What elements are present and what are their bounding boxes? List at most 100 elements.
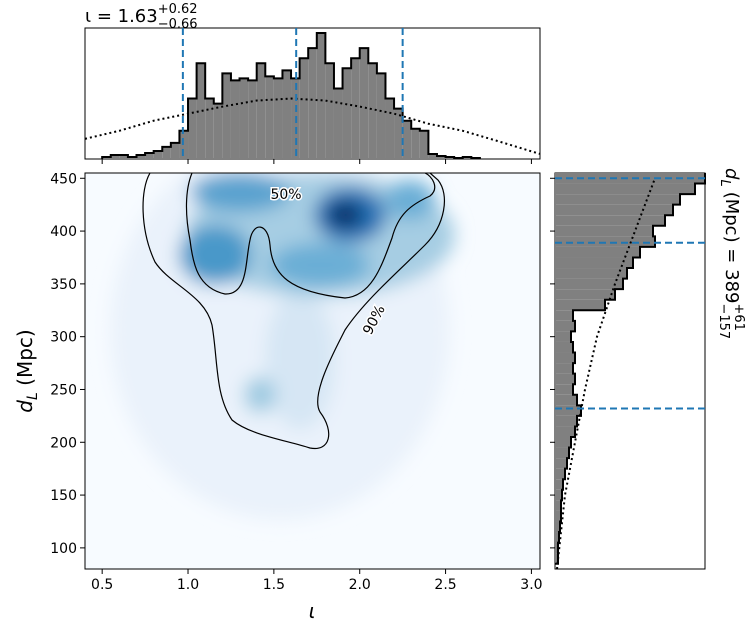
- hist-bar: [351, 58, 360, 159]
- title-main: (Mpc) = 389: [721, 192, 742, 304]
- hist-bar: [333, 88, 343, 159]
- hist-bar: [394, 108, 403, 159]
- hist-bar: [555, 394, 577, 406]
- hist-bar: [273, 78, 283, 159]
- y-tick-label: 400: [50, 224, 77, 240]
- hist-bar: [368, 63, 377, 160]
- hist-bar: [299, 58, 309, 159]
- hist-bar: [428, 153, 437, 159]
- x-tick-label: 1.0: [177, 577, 199, 593]
- title-sub: L: [717, 179, 732, 186]
- hist-bar: [555, 542, 558, 554]
- hist-bar: [170, 142, 180, 159]
- hist-bar: [136, 154, 146, 159]
- hist-bar: [230, 80, 240, 159]
- hist-bar: [196, 63, 206, 160]
- hist-bar: [555, 553, 558, 564]
- hist-bar: [436, 155, 446, 159]
- hist-bar: [555, 384, 573, 395]
- hist-bar: [555, 278, 623, 290]
- hist-bar: [555, 468, 565, 480]
- density-map: [85, 173, 540, 569]
- hist-bar: [325, 63, 334, 160]
- title-lower: −0.66: [158, 17, 198, 32]
- hist-bar: [555, 257, 633, 269]
- y-tick-label: 350: [50, 277, 77, 293]
- y-tick-label: 250: [50, 382, 77, 398]
- hist-bar: [213, 103, 223, 159]
- hist-bar: [555, 447, 569, 459]
- hist-bar: [555, 479, 563, 490]
- hist-bar: [248, 80, 257, 159]
- hist-bar: [402, 120, 412, 159]
- hist-bar: [555, 173, 705, 184]
- title-upper: +0.62: [158, 2, 198, 17]
- hist-bar: [359, 48, 369, 159]
- hist-bar: [555, 500, 561, 511]
- hist-bar: [555, 510, 561, 522]
- hist-bar: [445, 156, 455, 159]
- y-axis-label: dL (Mpc): [13, 329, 41, 412]
- hist-bar: [555, 289, 615, 300]
- hist-bar: [555, 310, 573, 321]
- y-tick-label: 100: [50, 541, 77, 557]
- hist-bar: [419, 130, 429, 159]
- hist-bar: [222, 73, 231, 159]
- hist-bar: [555, 268, 627, 279]
- hist-bar: [127, 156, 137, 159]
- hist-bar: [555, 215, 665, 226]
- contour-50: [185, 173, 436, 299]
- hist-bar: [555, 363, 573, 374]
- y-label-unit: (Mpc): [13, 329, 37, 392]
- hist-bar: [239, 78, 249, 159]
- top-title: ι = 1.63+0.62 −0.66: [85, 2, 198, 32]
- hist-bar: [555, 246, 640, 258]
- hist-bar: [555, 183, 695, 195]
- hist-bar: [555, 331, 571, 342]
- hist-bar: [555, 489, 562, 501]
- x-tick-label: 3.0: [520, 577, 542, 593]
- hist-bar: [205, 98, 214, 159]
- y-tick-label: 450: [50, 171, 77, 187]
- hist-bar: [162, 146, 171, 159]
- prior-line: [84, 97, 541, 155]
- hist-bar: [555, 320, 575, 332]
- hist-bar: [555, 437, 571, 448]
- hist-bar: [555, 225, 653, 237]
- x-tick-label: 2.0: [349, 577, 371, 593]
- hist-bar: [555, 405, 581, 416]
- hist-outline: [101, 32, 481, 159]
- x-tick-label: 0.5: [91, 577, 113, 593]
- hist-bar: [282, 70, 292, 159]
- title-symbol: d: [721, 168, 742, 180]
- hist-bar: [555, 521, 560, 533]
- hist-bar: [555, 532, 559, 543]
- hist-bar: [411, 128, 420, 159]
- contour-label: 50%: [270, 187, 301, 203]
- hist-bar: [110, 154, 120, 159]
- x-tick-label: 2.5: [434, 577, 456, 593]
- hist-bar: [102, 156, 111, 159]
- hist-bar: [153, 150, 163, 159]
- hist-bar: [342, 68, 352, 159]
- hist-bar: [385, 98, 395, 159]
- hist-bar: [308, 48, 317, 159]
- y-tick-label: 150: [50, 488, 77, 504]
- y-tick-label: 200: [50, 435, 77, 451]
- hist-bar: [555, 426, 575, 437]
- right-title: dL (Mpc) = 389+61−157: [716, 168, 746, 339]
- hist-bar: [555, 352, 575, 364]
- hist-bar: [462, 156, 472, 159]
- contour-90: [142, 173, 446, 450]
- title-main: ι = 1.63: [85, 6, 158, 27]
- hist-bar: [376, 73, 386, 159]
- hist-bar: [265, 76, 274, 159]
- y-label-sub: L: [25, 392, 41, 400]
- hist-bar: [555, 299, 605, 311]
- plot-frame: [84, 172, 541, 570]
- hist-bar: [555, 204, 673, 216]
- hist-bar: [555, 236, 655, 247]
- y-tick-label: 300: [50, 330, 77, 346]
- hist-bar: [188, 98, 197, 159]
